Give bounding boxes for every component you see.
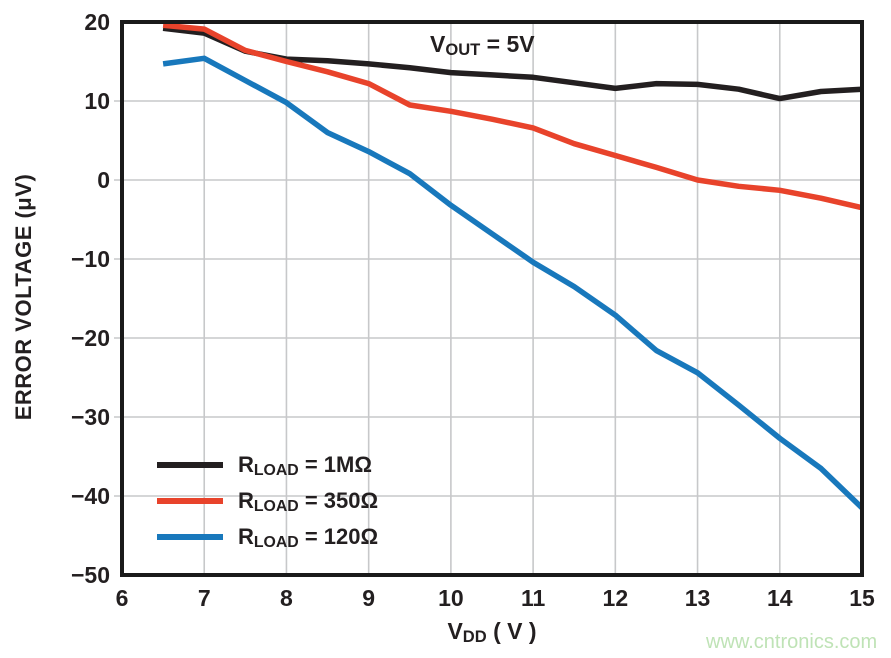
vout-annotation: VOUT = 5V xyxy=(430,31,535,58)
legend-label-prefix: R xyxy=(238,488,254,513)
y-tick-label: 20 xyxy=(84,9,110,35)
x-tick-label: 11 xyxy=(521,585,546,611)
x-tick-label: 14 xyxy=(767,585,793,611)
legend-item-rload-350: RLOAD = 350Ω xyxy=(157,483,378,519)
x-tick-label: 6 xyxy=(116,585,129,611)
legend-label-suffix: = 1MΩ xyxy=(298,452,373,477)
y-tick-label: −40 xyxy=(71,483,110,509)
y-tick-label: 10 xyxy=(84,88,110,114)
legend-label-rload-1m: RLOAD = 1MΩ xyxy=(238,452,372,478)
legend-label-suffix: = 350Ω xyxy=(298,488,379,513)
x-axis-title: VDD ( V ) xyxy=(447,618,536,645)
x-axis-title-prefix: V xyxy=(447,618,463,644)
plot-border xyxy=(120,20,864,577)
legend-label-sub: LOAD xyxy=(253,533,299,551)
legend-label-prefix: R xyxy=(238,452,254,477)
y-tick-label: −30 xyxy=(71,404,110,430)
legend-label-rload-120: RLOAD = 120Ω xyxy=(238,524,378,550)
y-tick-label: −10 xyxy=(71,246,110,272)
x-tick-label: 9 xyxy=(362,585,375,611)
legend-label-sub: LOAD xyxy=(253,461,299,479)
legend-label-prefix: R xyxy=(238,524,254,549)
x-tick-label: 7 xyxy=(198,585,211,611)
watermark: www.cntronics.com xyxy=(706,631,878,653)
legend-swatch-rload-120 xyxy=(157,534,223,540)
legend-swatch-rload-350 xyxy=(157,498,223,504)
x-axis-title-sub: DD xyxy=(462,626,487,646)
legend-label-suffix: = 120Ω xyxy=(298,524,379,549)
chart-legend: RLOAD = 1MΩ RLOAD = 350Ω RLOAD = 120Ω xyxy=(157,447,378,555)
y-tick-label: −20 xyxy=(71,325,110,351)
x-tick-label: 10 xyxy=(438,585,464,611)
series-line-rload-350 xyxy=(162,22,863,211)
legend-item-rload-120: RLOAD = 120Ω xyxy=(157,519,378,555)
x-tick-label: 12 xyxy=(603,585,629,611)
vout-annotation-suffix: = 5V xyxy=(480,31,535,57)
legend-item-rload-1m: RLOAD = 1MΩ xyxy=(157,447,378,483)
y-axis-title: ERROR VOLTAGE (μV) xyxy=(11,173,36,421)
x-tick-label: 13 xyxy=(685,585,711,611)
legend-label-rload-350: RLOAD = 350Ω xyxy=(238,488,378,514)
y-tick-label: 0 xyxy=(97,167,110,193)
legend-swatch-rload-1m xyxy=(157,462,223,468)
legend-label-sub: LOAD xyxy=(253,497,299,515)
x-tick-label: 15 xyxy=(849,585,875,611)
y-tick-label: −50 xyxy=(71,562,110,588)
vout-annotation-sub: OUT xyxy=(445,39,481,59)
series-line-rload-120 xyxy=(162,55,864,510)
x-tick-label: 8 xyxy=(280,585,293,611)
vout-annotation-prefix: V xyxy=(430,31,446,57)
x-axis-title-suffix: ( V ) xyxy=(486,618,537,644)
